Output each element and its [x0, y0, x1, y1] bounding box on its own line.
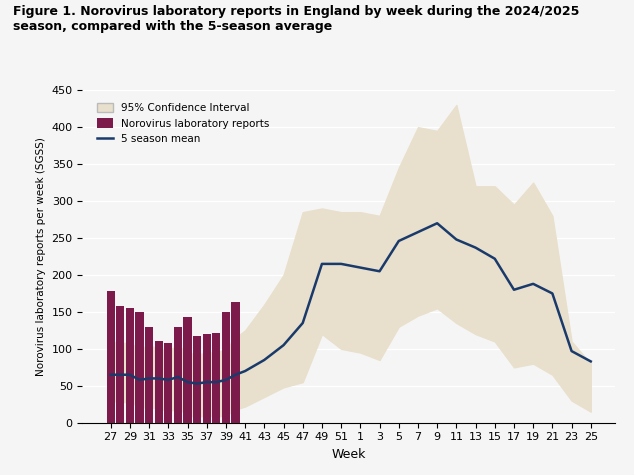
Bar [145, 327, 153, 423]
Bar [193, 335, 201, 423]
Bar [203, 334, 210, 423]
Bar [222, 312, 230, 423]
Bar [231, 302, 240, 423]
Text: Figure 1. Norovirus laboratory reports in England by week during the 2024/2025
s: Figure 1. Norovirus laboratory reports i… [13, 5, 579, 33]
Bar [164, 343, 172, 423]
Legend: 95% Confidence Interval, Norovirus laboratory reports, 5 season mean: 95% Confidence Interval, Norovirus labor… [93, 99, 274, 148]
Bar [212, 332, 221, 423]
Bar [107, 291, 115, 423]
Bar [116, 306, 124, 423]
Y-axis label: Norovirus laboratory reports per week (SGSS): Norovirus laboratory reports per week (S… [36, 137, 46, 376]
Bar [126, 308, 134, 423]
Bar [155, 342, 163, 423]
X-axis label: Week: Week [332, 448, 366, 461]
Bar [136, 312, 143, 423]
Bar [174, 327, 182, 423]
Bar [183, 317, 191, 423]
